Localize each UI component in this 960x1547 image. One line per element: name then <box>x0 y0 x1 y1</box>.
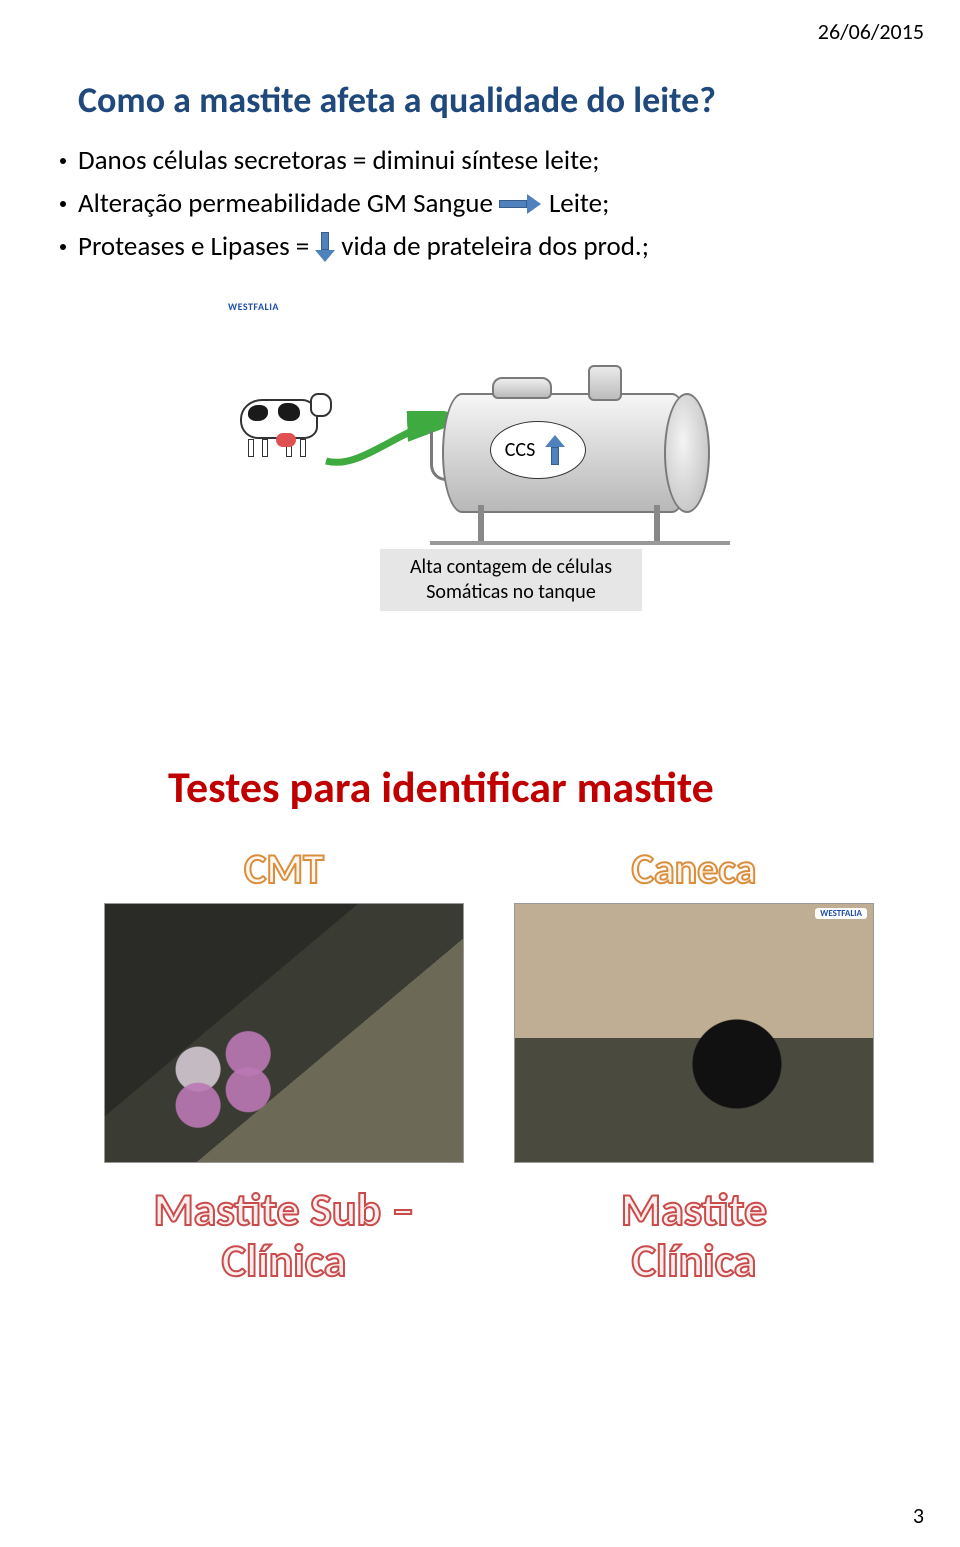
tests-row: CMT Mastite Sub – Clínica Caneca WESTFAL… <box>78 844 900 1286</box>
slide2-title: Testes para identificar mastite <box>168 760 900 814</box>
westfalia-logo: WESTFALIA <box>222 295 285 316</box>
ccs-bubble: CCS <box>490 421 586 479</box>
cmt-result: Mastite Sub – Clínica <box>153 1185 414 1286</box>
bullet-dot-icon <box>60 201 66 207</box>
caneca-result-line2: Clínica <box>621 1236 767 1287</box>
tank-diagram: WESTFALIA <box>220 293 740 593</box>
slide-1: Como a mastite afeta a qualidade do leit… <box>60 78 900 593</box>
westfalia-badge: WESTFALIA <box>815 908 867 919</box>
date-stamp: 26/06/2015 <box>818 18 924 45</box>
westfalia-text: WESTFALIA <box>228 300 279 313</box>
page-number: 3 <box>913 1502 924 1529</box>
arrow-down-icon <box>315 232 335 262</box>
cmt-result-line1: Mastite Sub – <box>153 1185 414 1236</box>
bullet-2-text-post: Leite; <box>549 187 609 220</box>
bullet-dot-icon <box>60 158 66 164</box>
slide1-title: Como a mastite afeta a qualidade do leit… <box>78 78 900 122</box>
caption-line-1: Alta contagem de células <box>388 555 634 580</box>
cmt-result-line2: Clínica <box>153 1236 414 1287</box>
bullet-3-text-pre: Proteases e Lipases = <box>78 230 309 263</box>
bullet-dot-icon <box>60 244 66 250</box>
bullet-2: Alteração permeabilidade GM Sangue Leite… <box>60 187 900 220</box>
test-cmt-column: CMT Mastite Sub – Clínica <box>104 844 464 1286</box>
bullet-3-text-post: vida de prateleira dos prod.; <box>341 230 649 263</box>
caneca-photo: WESTFALIA <box>514 903 874 1163</box>
caneca-result-line1: Mastite <box>621 1185 767 1236</box>
bullet-2-text-pre: Alteração permeabilidade GM Sangue <box>78 187 493 220</box>
bullet-3: Proteases e Lipases = vida de prateleira… <box>60 230 900 263</box>
slide-2: Testes para identificar mastite CMT Mast… <box>60 760 900 1286</box>
caption-line-2: Somáticas no tanque <box>388 580 634 605</box>
cow-icon <box>232 385 336 455</box>
bullet-1-text: Danos células secretoras = diminui sínte… <box>78 144 599 177</box>
caneca-label: Caneca <box>632 844 757 895</box>
arrow-right-icon <box>499 194 543 214</box>
caneca-result: Mastite Clínica <box>621 1185 767 1286</box>
cmt-photo <box>104 903 464 1163</box>
test-caneca-column: Caneca WESTFALIA Mastite Clínica <box>514 844 874 1286</box>
bullet-1: Danos células secretoras = diminui sínte… <box>60 144 900 177</box>
diagram-caption: Alta contagem de células Somáticas no ta… <box>380 549 642 611</box>
ccs-label: CCS <box>505 438 536 462</box>
arrow-up-icon <box>545 435 565 465</box>
cmt-label: CMT <box>244 844 324 895</box>
